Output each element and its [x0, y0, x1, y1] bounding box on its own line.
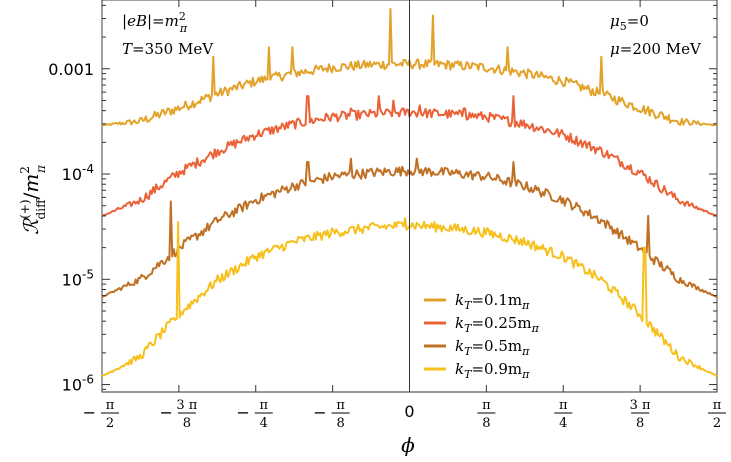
annotation-mu5: μ5=0: [610, 12, 649, 33]
x-tick-denominator: 4: [559, 416, 567, 431]
annotation-mu: μ=200 MeV: [610, 40, 702, 58]
x-tick-denominator: 8: [482, 416, 490, 431]
y-tick-label: 10-5: [62, 267, 94, 289]
x-tick-numerator: π: [713, 398, 722, 413]
legend-label: kT=0.9mπ: [455, 360, 530, 381]
x-tick-numerator: π: [259, 398, 268, 413]
legend-item: kT=0.1mπ: [424, 291, 530, 312]
x-tick-sign: −: [83, 403, 96, 422]
x-tick-label: 3 π8: [630, 398, 651, 431]
x-tick-text: 0: [404, 402, 414, 421]
x-tick-label: − π 2: [83, 398, 119, 431]
x-axis-title: ϕ: [401, 433, 415, 457]
x-tick-label: 0: [404, 402, 414, 421]
x-tick-numerator: π: [336, 398, 345, 413]
x-tick-sign: −: [159, 403, 172, 422]
annotation-temperature: T=350 MeV: [122, 40, 214, 58]
svg-text:ℛ(+)diff/m2π: ℛ(+) diff/m2 π: [18, 164, 48, 235]
x-tick-denominator: 8: [636, 416, 644, 431]
y-tick-label: 0.001: [48, 60, 94, 79]
x-tick-sign: −: [236, 403, 249, 422]
legend-label: kT=0.5mπ: [455, 337, 530, 358]
x-tick-denominator: 2: [106, 416, 114, 431]
legend-item: kT=0.25mπ: [424, 314, 540, 335]
x-tick-label: −3 π 8: [159, 398, 197, 431]
legend-item: kT=0.9mπ: [424, 360, 530, 381]
x-tick-numerator: π: [106, 398, 115, 413]
annotation-eb: |eB|=m2 π: [122, 10, 188, 35]
x-tick-label: π2: [708, 398, 726, 431]
y-tick-label: 10-6: [62, 373, 94, 395]
y-tick-label: 10-4: [62, 162, 94, 184]
legend-label: kT=0.25mπ: [455, 314, 540, 335]
x-tick-denominator: 4: [260, 416, 268, 431]
y-axis-title: ℛ(+) diff/m2 π: [18, 164, 48, 235]
x-tick-numerator: 3 π: [176, 398, 197, 413]
x-tick-label: π4: [554, 398, 573, 431]
x-tick-denominator: 8: [183, 416, 191, 431]
x-tick-numerator: π: [559, 398, 568, 413]
x-tick-label: − π 4: [236, 398, 273, 431]
x-tick-denominator: 8: [336, 416, 344, 431]
legend-item: kT=0.5mπ: [424, 337, 530, 358]
x-tick-label: − π 8: [313, 398, 350, 431]
x-tick-label: π8: [477, 398, 496, 431]
x-tick-numerator: 3 π: [630, 398, 651, 413]
x-tick-denominator: 2: [713, 416, 721, 431]
x-tick-sign: −: [313, 403, 326, 422]
x-tick-numerator: π: [482, 398, 491, 413]
legend-label: kT=0.1mπ: [455, 291, 530, 312]
